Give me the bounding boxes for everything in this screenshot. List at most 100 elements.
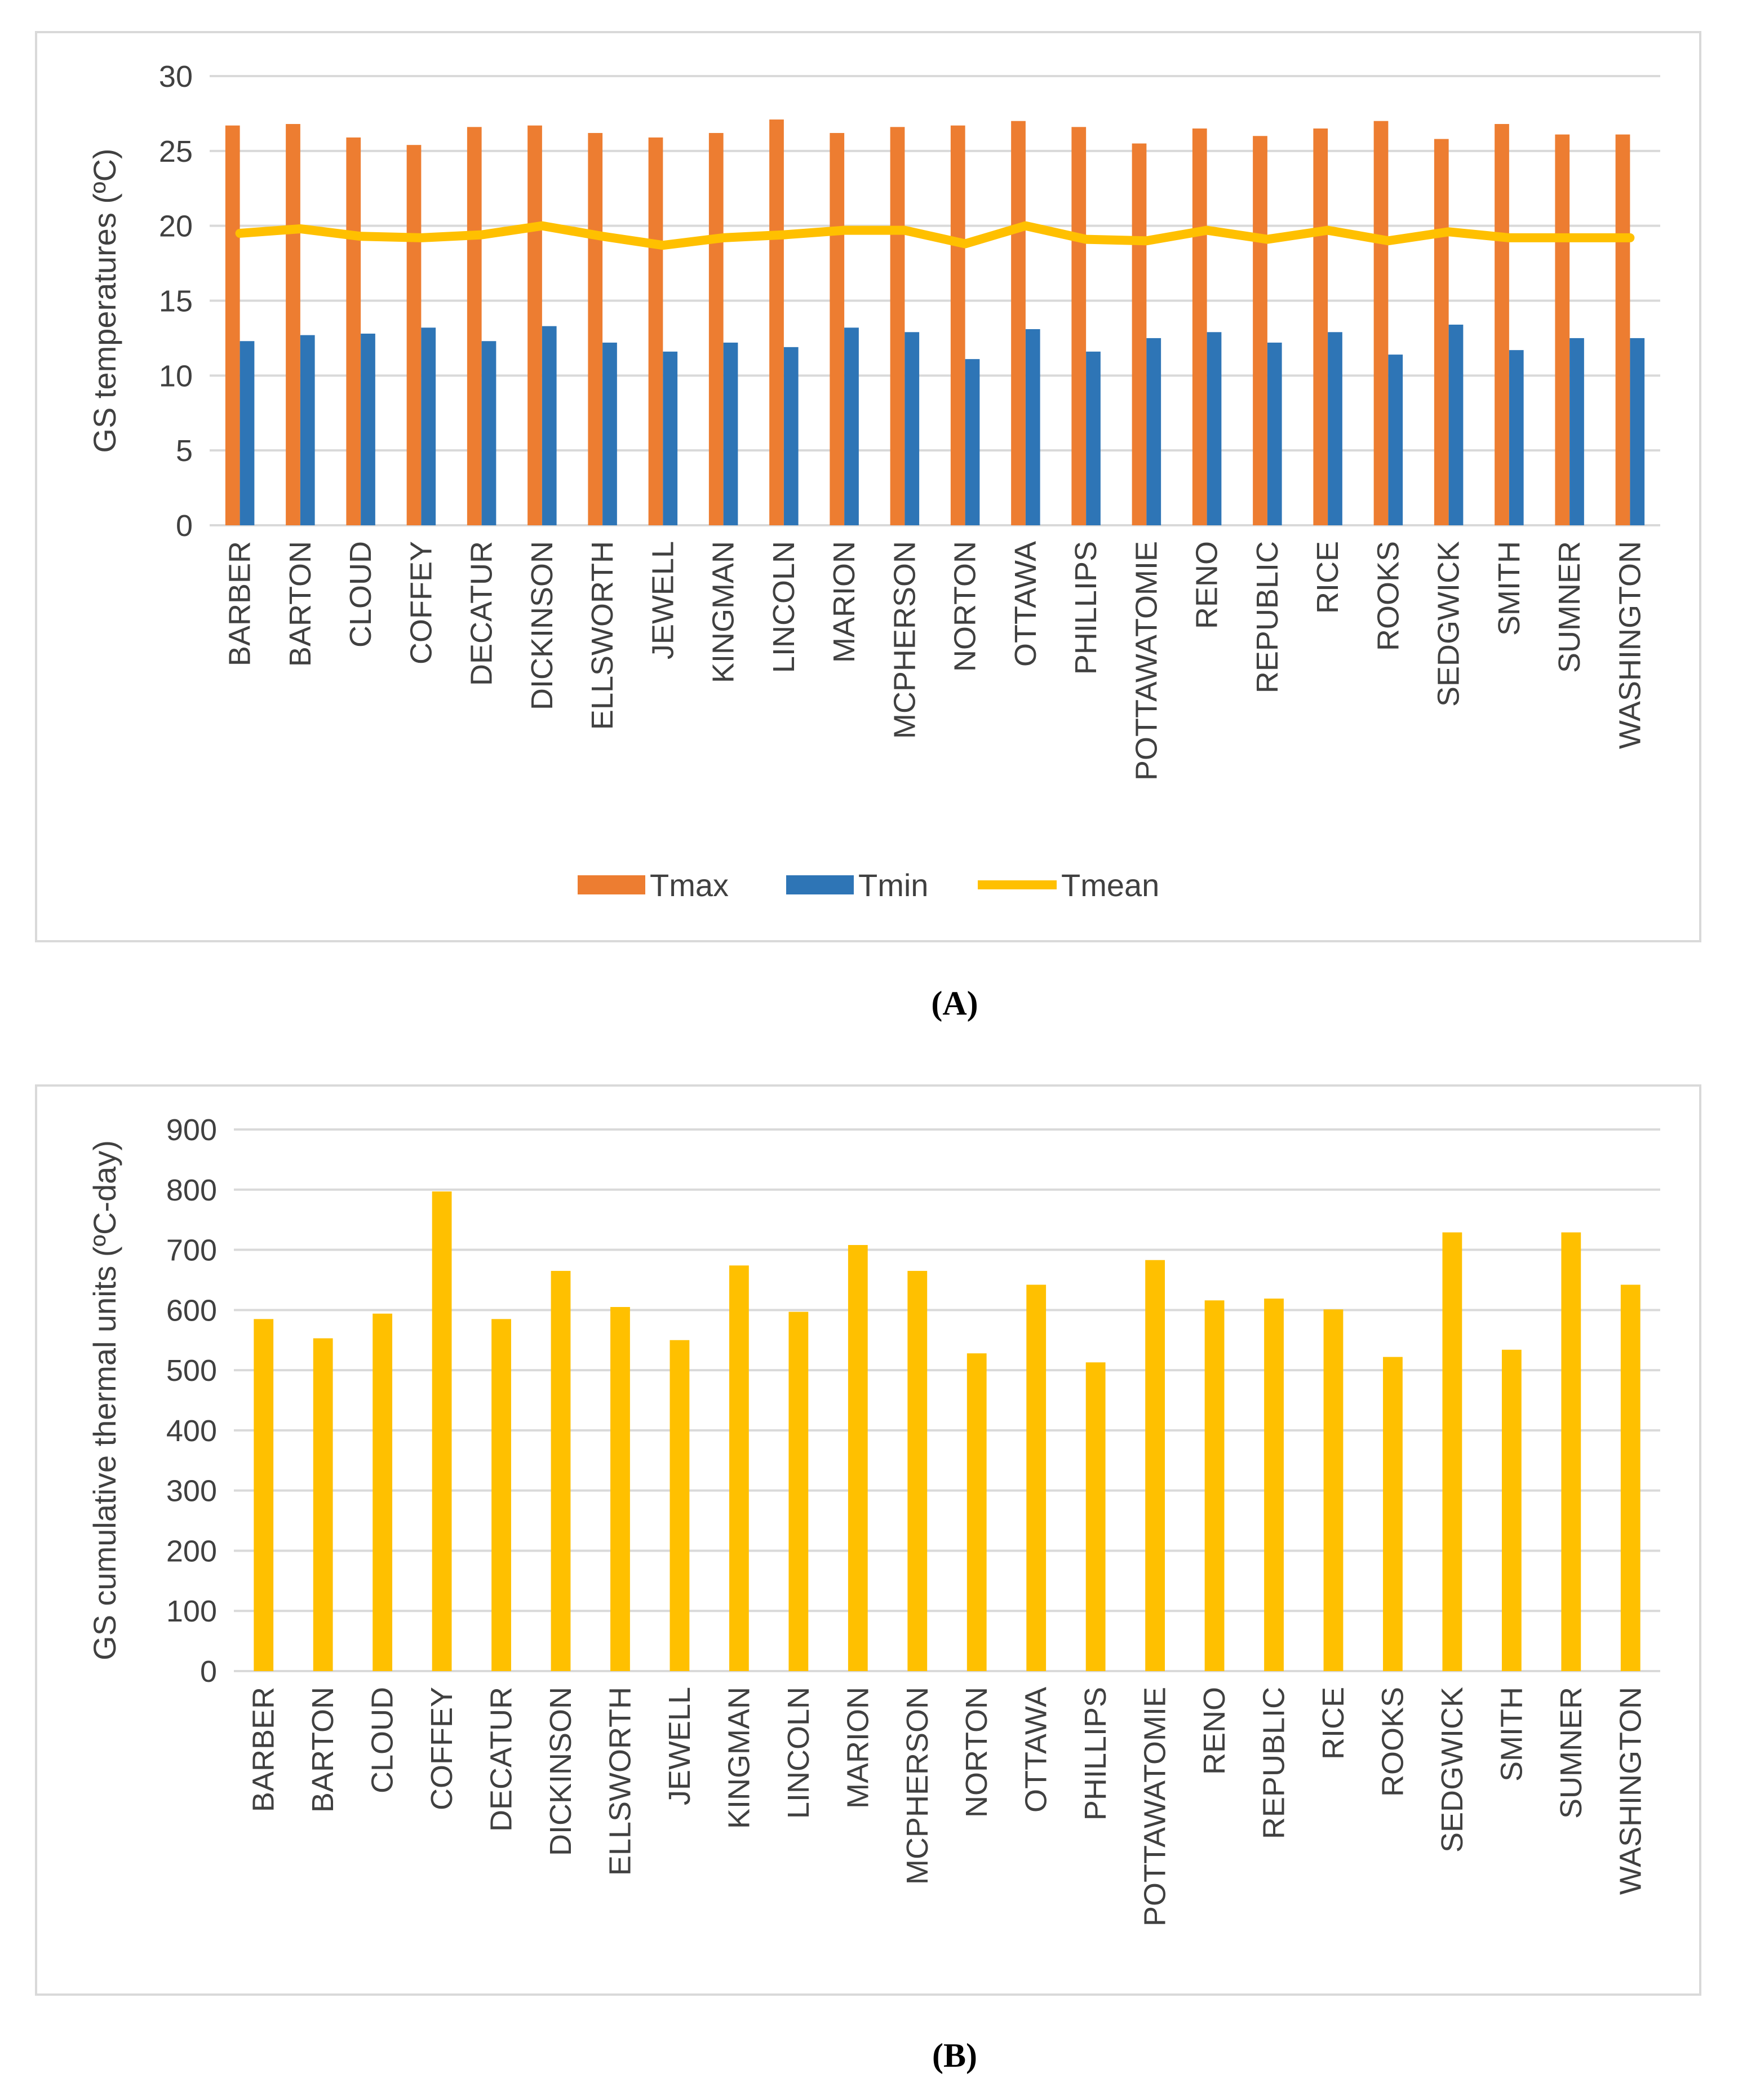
bar-tmax xyxy=(346,137,361,525)
bar-tmax xyxy=(467,127,482,525)
legend-label: Tmean xyxy=(1061,867,1159,903)
y-tick-label: 800 xyxy=(166,1173,217,1207)
x-tick-label: CLOUD xyxy=(344,541,378,648)
y-tick-label: 500 xyxy=(166,1354,217,1388)
x-tick-label: PHILLIPS xyxy=(1079,1687,1112,1820)
x-tick-label: LINCOLN xyxy=(767,541,801,673)
y-tick-label: 25 xyxy=(159,135,193,169)
y-axis-label: GS cumulative thermal units (ºC-day) xyxy=(87,1140,122,1660)
x-tick-label: BARBER xyxy=(247,1687,281,1812)
x-tick-label: BARTON xyxy=(306,1687,340,1813)
x-tick-label: JEWELL xyxy=(646,541,680,659)
bar-gs-cumulative-thermal-units xyxy=(254,1319,274,1671)
bar-tmax xyxy=(1555,134,1570,526)
bar-tmin xyxy=(663,351,678,525)
bar-tmax xyxy=(1495,124,1509,526)
caption-a: (A) xyxy=(931,985,978,1022)
legend-item-tmin: Tmin xyxy=(786,867,928,903)
bar-tmin xyxy=(1146,338,1161,525)
y-axis-label: GS temperatures (ºC) xyxy=(87,148,122,453)
x-tick-label: SUMNER xyxy=(1554,1687,1588,1819)
legend-item-tmean: Tmean xyxy=(978,867,1159,903)
bar-tmax xyxy=(286,124,300,526)
bar-tmax xyxy=(1615,134,1630,526)
y-tick-label: 0 xyxy=(200,1655,217,1689)
bar-tmin xyxy=(783,347,799,525)
x-tick-label: MCPHERSON xyxy=(901,1687,934,1885)
bar-gs-cumulative-thermal-units xyxy=(551,1270,571,1671)
bar-gs-cumulative-thermal-units xyxy=(1501,1349,1522,1671)
y-tick-label: 0 xyxy=(176,509,193,543)
x-tick-label: DICKINSON xyxy=(544,1687,578,1856)
y-tick-label: 700 xyxy=(166,1234,217,1268)
x-tick-label: ROOKS xyxy=(1376,1687,1409,1797)
bar-gs-cumulative-thermal-units xyxy=(432,1191,452,1671)
bar-tmin xyxy=(1509,350,1524,525)
y-tick-label: 600 xyxy=(166,1293,217,1327)
bar-gs-cumulative-thermal-units xyxy=(848,1245,868,1671)
x-tick-label: REPUBLIC xyxy=(1251,541,1284,693)
bar-tmin xyxy=(1388,355,1403,525)
bar-gs-cumulative-thermal-units xyxy=(1442,1232,1462,1671)
bar-tmax xyxy=(1373,121,1389,525)
x-tick-label: LINCOLN xyxy=(782,1687,815,1819)
y-tick-label: 400 xyxy=(166,1414,217,1448)
bar-tmax xyxy=(1071,127,1087,525)
x-tick-label: OTTAWA xyxy=(1019,1687,1053,1813)
bar-tmax xyxy=(1192,128,1207,525)
y-tick-label: 20 xyxy=(159,210,193,243)
bar-gs-cumulative-thermal-units xyxy=(1204,1300,1225,1671)
x-tick-label: RENO xyxy=(1198,1687,1231,1775)
x-tick-label: MCPHERSON xyxy=(888,541,921,739)
x-tick-label: RICE xyxy=(1316,1687,1350,1760)
bar-gs-cumulative-thermal-units xyxy=(313,1338,333,1671)
bar-tmax xyxy=(225,125,240,526)
bar-tmin xyxy=(1569,338,1584,525)
x-tick-label: DECATUR xyxy=(465,541,499,686)
bar-tmax xyxy=(830,132,845,525)
bar-tmax xyxy=(406,145,422,525)
legend-label: Tmin xyxy=(858,867,928,903)
x-tick-label: MARION xyxy=(841,1687,875,1809)
bar-tmax xyxy=(1011,121,1026,525)
bar-gs-cumulative-thermal-units xyxy=(966,1353,987,1671)
bar-gs-cumulative-thermal-units xyxy=(1145,1260,1165,1671)
bar-tmin xyxy=(1448,325,1464,525)
bar-tmin xyxy=(481,341,496,525)
bar-tmax xyxy=(527,125,542,526)
bar-gs-cumulative-thermal-units xyxy=(1264,1299,1284,1671)
x-tick-label: MARION xyxy=(827,541,861,663)
bar-tmax xyxy=(1132,143,1147,526)
legend-swatch xyxy=(578,875,645,894)
bar-tmin xyxy=(542,326,557,525)
legend-label: Tmax xyxy=(650,867,729,903)
y-tick-label: 900 xyxy=(166,1113,217,1147)
bar-gs-cumulative-thermal-units xyxy=(1383,1357,1403,1671)
bar-gs-cumulative-thermal-units xyxy=(1085,1362,1106,1671)
bar-tmin xyxy=(723,342,738,525)
y-tick-label: 15 xyxy=(159,285,193,318)
bar-tmin xyxy=(361,333,375,525)
bar-tmax xyxy=(769,119,784,525)
y-tick-label: 10 xyxy=(159,359,193,393)
legend-item-tmax: Tmax xyxy=(578,867,729,903)
x-tick-label: DECATUR xyxy=(485,1687,518,1832)
x-tick-label: JEWELL xyxy=(663,1687,697,1805)
bar-tmin xyxy=(1025,329,1040,525)
bar-gs-cumulative-thermal-units xyxy=(670,1340,690,1671)
bar-tmin xyxy=(1630,338,1645,525)
bar-tmin xyxy=(421,327,436,525)
bar-gs-cumulative-thermal-units xyxy=(373,1313,393,1671)
x-tick-label: WASHINGTON xyxy=(1613,541,1647,749)
x-tick-label: ELLSWORTH xyxy=(586,541,619,730)
x-tick-label: ELLSWORTH xyxy=(603,1687,637,1876)
x-tick-label: OTTAWA xyxy=(1009,541,1043,667)
bar-gs-cumulative-thermal-units xyxy=(729,1265,749,1671)
x-tick-label: SEDGWICK xyxy=(1435,1687,1469,1853)
x-tick-label: RICE xyxy=(1311,541,1345,614)
x-tick-label: COFFEY xyxy=(425,1687,459,1810)
bar-tmax xyxy=(588,132,603,525)
x-tick-label: BARBER xyxy=(223,541,257,666)
bar-tmin xyxy=(602,342,617,525)
x-tick-label: POTTAWATOMIE xyxy=(1129,541,1163,781)
